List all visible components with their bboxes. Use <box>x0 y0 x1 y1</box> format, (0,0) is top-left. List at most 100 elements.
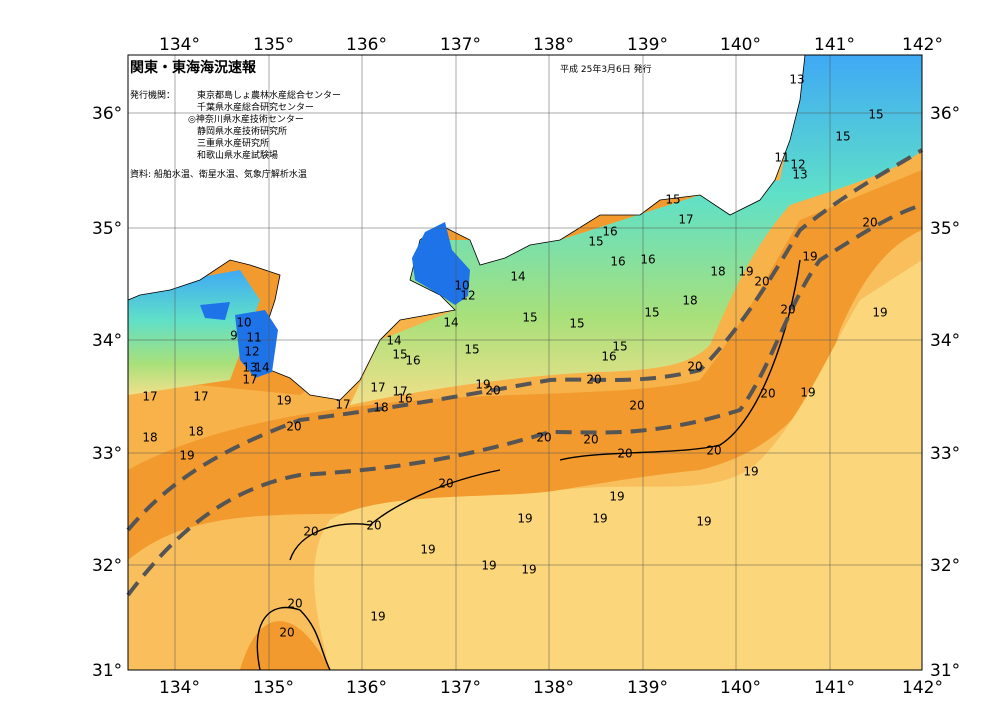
issuer-label: 発行機関： <box>130 89 175 101</box>
issuer: 和歌山県水産試験場 <box>197 149 278 161</box>
graticule <box>128 55 922 670</box>
lat-label: 33° <box>930 444 960 464</box>
contour-label: 15 <box>612 340 627 354</box>
lon-label: 136° <box>346 678 387 698</box>
contour-label: 20 <box>706 444 721 458</box>
contour-label: 12 <box>244 345 259 359</box>
lat-label: 34° <box>92 331 122 351</box>
contour-label: 18 <box>710 265 725 279</box>
contour-label: 15 <box>644 306 659 320</box>
contour-label: 19 <box>481 559 496 573</box>
lon-label: 140° <box>720 35 761 55</box>
contour-label: 20 <box>586 373 601 387</box>
contour-label: 19 <box>592 512 607 526</box>
contour-label: 16 <box>610 255 625 269</box>
contour-label: 15 <box>835 130 850 144</box>
contour-label: 10 <box>236 316 251 330</box>
contour-label: 20 <box>760 387 775 401</box>
contour-label: 12 <box>790 158 805 172</box>
contour-label: 16 <box>640 253 655 267</box>
contour-label: 17 <box>678 213 693 227</box>
contour-label: 14 <box>386 334 401 348</box>
contour-label: 20 <box>629 399 644 413</box>
lon-label: 139° <box>627 35 668 55</box>
lat-label: 31° <box>930 661 960 681</box>
contour-label: 20 <box>279 626 294 640</box>
lat-label: 36° <box>92 104 122 124</box>
contour-label: 15 <box>569 317 584 331</box>
lon-label: 136° <box>346 35 387 55</box>
lat-label: 36° <box>930 104 960 124</box>
lon-label: 134° <box>159 35 200 55</box>
contour-label: 20 <box>617 447 632 461</box>
contour-label: 20 <box>485 384 500 398</box>
contour-label: 19 <box>179 449 194 463</box>
lon-label: 137° <box>440 35 481 55</box>
contour-label: 17 <box>242 373 257 387</box>
contour-label: 11 <box>246 331 261 345</box>
contour-label: 17 <box>335 398 350 412</box>
contour-label: 17 <box>193 390 208 404</box>
kuroshio-axis <box>126 148 924 597</box>
lon-label: 139° <box>627 678 668 698</box>
contour-label: 20 <box>366 519 381 533</box>
contour-label: 15 <box>665 193 680 207</box>
contour-label: 18 <box>373 401 388 415</box>
contour-label: 15 <box>588 235 603 249</box>
contour-label: 16 <box>405 354 420 368</box>
issuer: 千葉県水産総合研究センター <box>197 101 314 113</box>
contour-label: 17 <box>392 385 407 399</box>
contour-label: 18 <box>142 431 157 445</box>
contour-label: 10 <box>454 279 469 293</box>
lat-label: 32° <box>930 556 960 576</box>
contour-label: 9 <box>230 329 238 343</box>
contour-label: 12 <box>460 289 475 303</box>
lon-label: 141° <box>814 678 855 698</box>
contour-label: 20 <box>303 525 318 539</box>
contour-label: 20 <box>780 303 795 317</box>
lat-label: 33° <box>92 444 122 464</box>
title: 関東・東海海況速報 <box>130 59 257 76</box>
contour-label: 20 <box>754 275 769 289</box>
issuer: ◎神奈川県水産技術センター <box>188 113 304 125</box>
issuer: 東京都島しょ農林水産総合センター <box>197 89 341 101</box>
contour-label: 14 <box>443 316 458 330</box>
contour-label: 19 <box>517 512 532 526</box>
lon-label: 138° <box>533 35 574 55</box>
lat-label: 32° <box>92 556 122 576</box>
lon-label: 142° <box>902 678 943 698</box>
contour-label: 20 <box>438 477 453 491</box>
contour-label: 13 <box>792 168 807 182</box>
lon-label: 137° <box>440 678 481 698</box>
contour-label: 19 <box>276 394 291 408</box>
issue-date: 平成 25年3月6日 発行 <box>560 63 652 75</box>
map-frame <box>127 54 923 671</box>
contour-label: 15 <box>464 343 479 357</box>
contour-label: 19 <box>370 610 385 624</box>
contour-label: 19 <box>872 306 887 320</box>
contour-label: 15 <box>868 108 883 122</box>
contour-label: 20 <box>862 216 877 230</box>
lon-label: 142° <box>902 35 943 55</box>
issuer: 三重県水産研究所 <box>197 137 269 149</box>
contour-label: 19 <box>696 515 711 529</box>
contour-label: 19 <box>475 378 490 392</box>
lat-label: 35° <box>92 219 122 239</box>
lon-label: 134° <box>159 678 200 698</box>
contour-label: 15 <box>392 348 407 362</box>
land <box>127 54 806 401</box>
lon-label: 135° <box>253 35 294 55</box>
lon-label: 135° <box>253 678 294 698</box>
contour-label: 14 <box>254 361 269 375</box>
contour-label: 19 <box>609 490 624 504</box>
contour-label: 20 <box>536 431 551 445</box>
contour-label: 11 <box>774 151 789 165</box>
lon-label: 138° <box>533 678 574 698</box>
contour-label: 19 <box>800 386 815 400</box>
lon-label: 141° <box>814 35 855 55</box>
contour-label: 18 <box>188 425 203 439</box>
contour-label: 20 <box>687 360 702 374</box>
contour-label: 15 <box>522 311 537 325</box>
contour-label: 19 <box>743 465 758 479</box>
